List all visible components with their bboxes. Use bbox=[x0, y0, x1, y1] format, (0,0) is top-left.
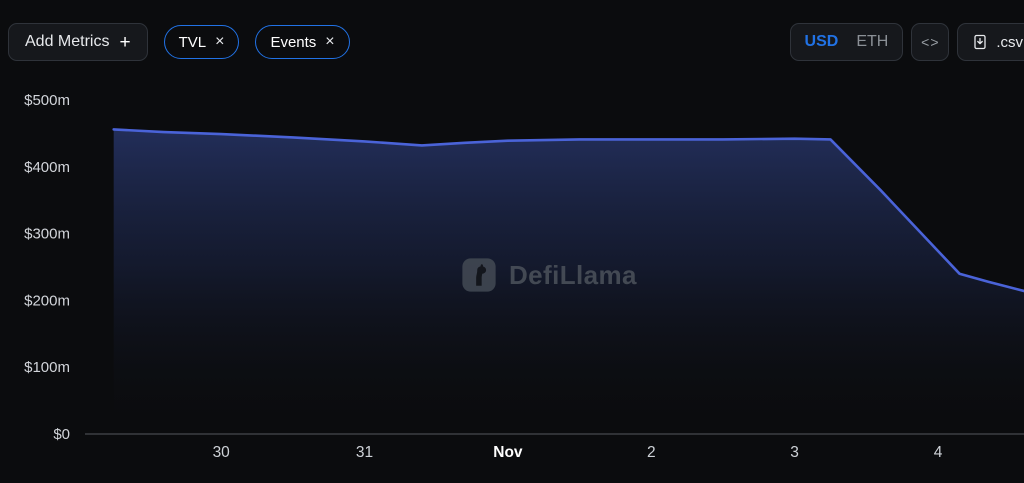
x-axis-label: 31 bbox=[356, 444, 373, 461]
x-axis-labels: 30 31 Nov 2 3 4 bbox=[213, 444, 943, 461]
csv-download-icon bbox=[974, 34, 986, 50]
chart-toolbar: Add Metrics + TVL × Events × USD ETH <> bbox=[8, 22, 1024, 62]
remove-tvl-icon[interactable]: × bbox=[215, 33, 225, 50]
y-axis-label: $300m bbox=[24, 226, 70, 243]
x-axis-label: 3 bbox=[790, 444, 799, 461]
x-axis-label: 30 bbox=[213, 444, 231, 461]
currency-usd-option[interactable]: USD bbox=[804, 33, 839, 50]
csv-label: .csv bbox=[996, 33, 1023, 51]
csv-download-button[interactable]: .csv bbox=[957, 23, 1024, 61]
y-axis-label: $200m bbox=[24, 292, 70, 309]
x-axis-label: Nov bbox=[493, 444, 523, 461]
tvl-area-fill bbox=[113, 129, 1024, 434]
add-metrics-label: Add Metrics bbox=[25, 33, 110, 50]
y-axis-labels: $500m $400m $300m $200m $100m $0 bbox=[24, 92, 70, 443]
metric-pill-events-label: Events bbox=[270, 33, 317, 51]
embed-button[interactable]: <> bbox=[911, 23, 950, 61]
y-axis-label: $0 bbox=[53, 426, 70, 443]
add-metrics-button[interactable]: Add Metrics + bbox=[8, 23, 148, 61]
x-axis-label: 4 bbox=[934, 444, 943, 461]
y-axis-label: $100m bbox=[24, 359, 70, 376]
plus-icon: + bbox=[119, 31, 131, 53]
x-axis-label: 2 bbox=[647, 444, 656, 461]
code-icon: <> bbox=[921, 34, 940, 50]
y-axis-label: $500m bbox=[24, 92, 70, 109]
metric-pill-tvl[interactable]: TVL × bbox=[163, 25, 240, 59]
metric-pill-tvl-label: TVL bbox=[178, 33, 207, 51]
metric-pill-events[interactable]: Events × bbox=[255, 25, 350, 59]
currency-toggle: USD ETH bbox=[789, 23, 904, 61]
toolbar-right-group: USD ETH <> .csv bbox=[789, 23, 1024, 61]
currency-eth-option[interactable]: ETH bbox=[856, 33, 889, 50]
tvl-line bbox=[112, 128, 1024, 293]
remove-events-icon[interactable]: × bbox=[325, 33, 335, 50]
y-axis-label: $400m bbox=[24, 159, 70, 176]
